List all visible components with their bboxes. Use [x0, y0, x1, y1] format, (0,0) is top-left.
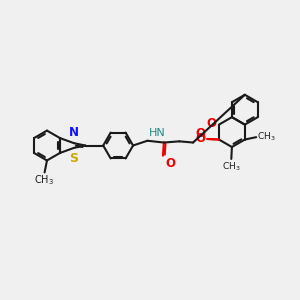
Text: O: O: [165, 158, 175, 170]
Text: O: O: [195, 132, 205, 145]
Text: N: N: [69, 126, 79, 139]
Text: CH$_3$: CH$_3$: [257, 130, 276, 143]
Text: CH$_3$: CH$_3$: [222, 160, 241, 173]
Text: O: O: [206, 117, 216, 130]
Text: HN: HN: [149, 128, 166, 138]
Text: S: S: [69, 152, 78, 165]
Text: O: O: [195, 127, 205, 140]
Text: CH$_3$: CH$_3$: [34, 174, 54, 188]
